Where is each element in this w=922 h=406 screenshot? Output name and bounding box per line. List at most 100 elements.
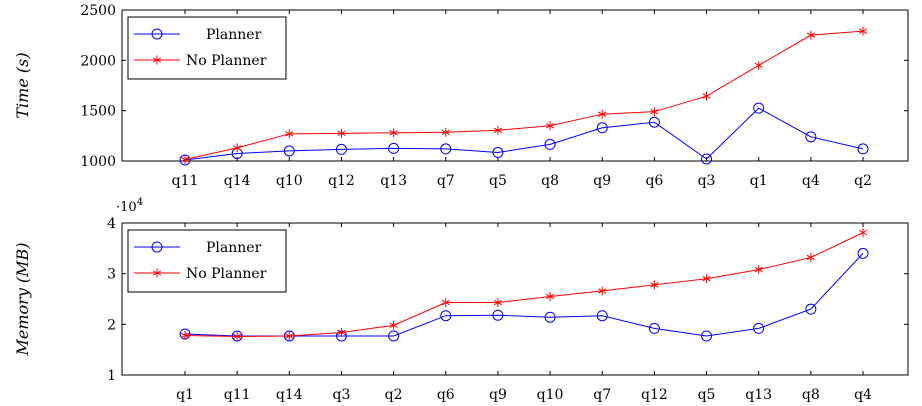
star-marker-stroke-3 (754, 62, 763, 69)
star-marker-stroke-3 (598, 288, 607, 294)
legend-label: No Planner (186, 266, 267, 282)
y-tick-label: 2000 (80, 53, 116, 69)
data-point-q2 (389, 320, 398, 330)
star-marker-stroke-3 (285, 333, 294, 339)
data-point-q14 (285, 331, 294, 341)
legend-box (127, 16, 287, 80)
data-point-q7 (596, 310, 608, 322)
legend: Planner No Planner (127, 16, 287, 80)
legend-marker (152, 268, 162, 278)
data-point-q5 (702, 274, 711, 284)
data-point-q13 (753, 322, 765, 334)
x-tick-label-q4: q4 (802, 173, 820, 189)
data-point-q11 (233, 331, 242, 341)
y-axis-exponent-base: ·10 (116, 200, 137, 215)
star-marker-stroke-3 (493, 127, 503, 133)
star-marker-stroke-3 (152, 57, 162, 63)
x-tick-label-q6: q6 (437, 387, 455, 403)
x-tick-label-q6: q6 (645, 173, 663, 189)
star-marker-stroke-3 (389, 322, 398, 329)
data-point-q8 (805, 303, 817, 315)
data-point-q4 (858, 228, 868, 238)
x-tick-label-q5: q5 (698, 387, 716, 403)
y-tick-label: 1000 (80, 154, 116, 170)
data-point-q6 (648, 116, 660, 128)
x-tick-label-q13: q13 (745, 387, 772, 403)
data-point-q2 (857, 143, 869, 155)
series-line (184, 232, 864, 337)
legend: Planner No Planner (127, 229, 287, 293)
star-marker-stroke-3 (389, 130, 398, 136)
data-point-q7 (441, 127, 450, 137)
star-marker-stroke-3 (337, 329, 346, 336)
x-tick-label-q10: q10 (276, 173, 303, 189)
star-marker-stroke-3 (806, 32, 815, 38)
data-point-q13 (389, 128, 398, 138)
star-marker-stroke-3 (152, 270, 162, 276)
data-point-q2 (388, 330, 400, 342)
data-point-q4 (857, 247, 869, 259)
star-marker-stroke-3 (650, 108, 659, 115)
data-point-q3 (337, 327, 346, 337)
series-planner (179, 102, 869, 166)
series-line (184, 107, 864, 161)
x-tick-label-q8: q8 (802, 387, 820, 403)
x-tick-label-q12: q12 (641, 387, 668, 403)
legend-marker (152, 55, 162, 65)
x-tick-label-q1: q1 (176, 387, 194, 403)
y-tick-label: 1500 (80, 104, 116, 120)
star-marker-stroke-3 (285, 131, 294, 137)
data-point-q4 (805, 131, 817, 143)
star-marker-stroke-3 (806, 254, 815, 261)
series-planner (179, 247, 869, 342)
star-marker-stroke-3 (233, 333, 242, 340)
data-point-q1 (753, 102, 765, 114)
x-tick-label-q12: q12 (328, 173, 355, 189)
legend-item-planner: Planner (134, 240, 262, 256)
x-tick-label-q1: q1 (750, 173, 768, 189)
plot-frame (121, 222, 909, 376)
x-tick-label-q4: q4 (854, 387, 872, 403)
series-no-planner (180, 26, 868, 164)
legend-marker (151, 28, 163, 40)
data-point-q9 (492, 309, 504, 321)
x-tick-label-q3: q3 (333, 387, 351, 403)
star-marker-stroke-3 (441, 299, 450, 306)
data-point-q12 (335, 143, 347, 155)
legend-label: No Planner (186, 53, 267, 69)
data-point-q5 (492, 146, 504, 158)
y-tick-label: 1 (107, 368, 116, 384)
x-tick-label-q7: q7 (437, 173, 455, 189)
star-marker-stroke-3 (545, 123, 555, 129)
x-tick-label-q14: q14 (276, 387, 303, 403)
x-tick-label-q13: q13 (380, 173, 407, 189)
data-point-q9 (598, 109, 607, 119)
chart-panel-1: 1000 1500 2000 2500 q11 q14 q10 q12 q13 q7 q5 q8 q9 q… (13, 3, 909, 189)
x-tick-label-q3: q3 (698, 173, 716, 189)
x-tick-label-q5: q5 (489, 173, 507, 189)
y-tick-label: 2 (107, 317, 116, 333)
legend-label: Planner (206, 240, 262, 256)
legend-item-no-planner: No Planner (134, 53, 267, 69)
legend-marker (151, 241, 163, 253)
y-axis-title: Memory (MB) (13, 242, 32, 356)
x-tick-label-q10: q10 (537, 387, 564, 403)
data-point-q6 (441, 298, 450, 308)
legend-label: Planner (206, 27, 262, 43)
data-point-q9 (596, 122, 608, 134)
data-point-q12 (337, 128, 346, 138)
data-point-q10 (285, 129, 294, 139)
data-point-q2 (858, 26, 868, 36)
x-tick-label-q14: q14 (224, 173, 251, 189)
star-marker-stroke-3 (441, 129, 450, 135)
data-point-q7 (440, 143, 452, 155)
data-point-q3 (701, 153, 713, 165)
x-tick-label-q9: q9 (489, 387, 507, 403)
star-marker-stroke-3 (233, 145, 242, 151)
x-tick-label-q11: q11 (224, 387, 251, 403)
data-point-q8 (544, 138, 556, 150)
y-tick-label: 3 (107, 267, 116, 283)
star-marker-stroke-3 (180, 156, 190, 163)
data-point-q3 (702, 91, 711, 101)
y-tick-label: 2500 (80, 3, 116, 19)
